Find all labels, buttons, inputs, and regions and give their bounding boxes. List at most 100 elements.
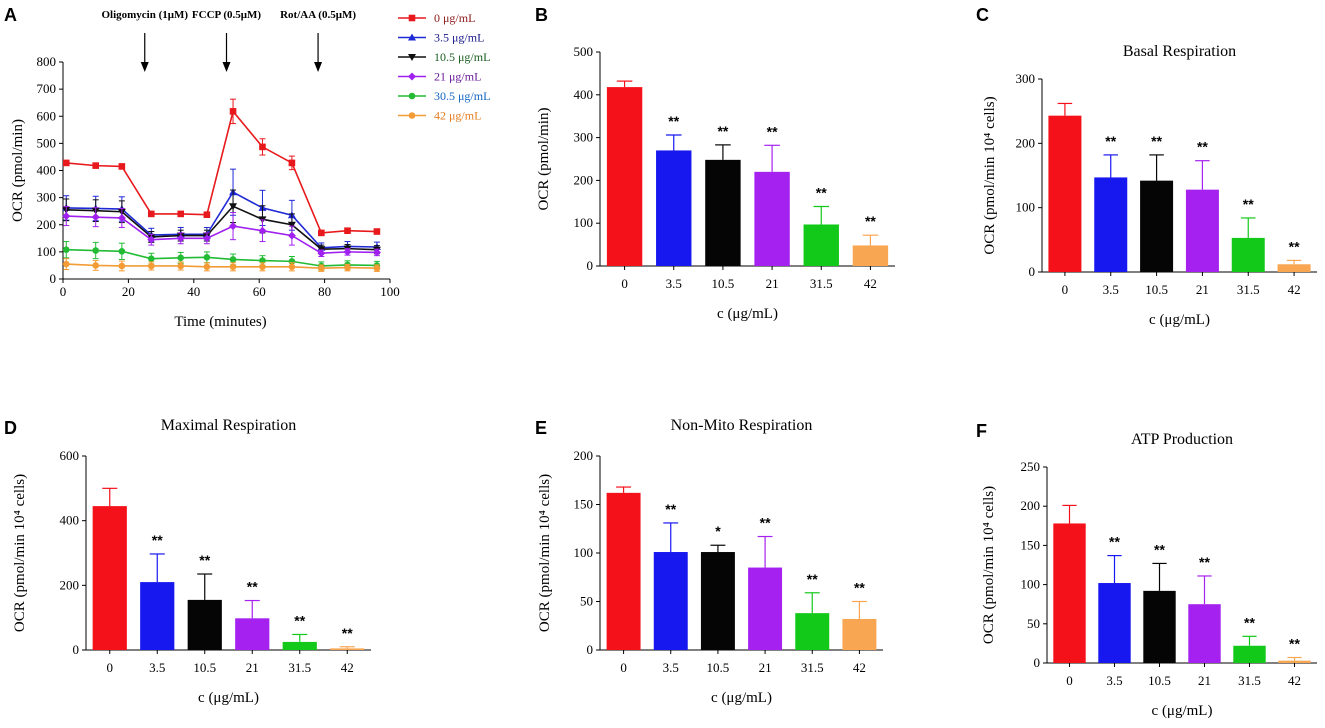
bar: [705, 159, 741, 266]
significance-label: **: [767, 123, 778, 139]
panel-letter: D: [4, 418, 17, 438]
x-tick-label: 21: [1196, 282, 1209, 297]
legend-marker: [408, 54, 416, 61]
data-point: [318, 264, 325, 272]
data-point: [259, 257, 266, 264]
x-axis-title: c (μg/mL): [198, 690, 259, 706]
x-tick-label: 10.5: [712, 276, 735, 291]
chart-title: ATP Production: [1131, 431, 1233, 448]
panel-letter: A: [4, 5, 17, 25]
bar: [653, 552, 688, 650]
y-tick-label: 200: [1021, 498, 1041, 513]
series-line: [66, 109, 377, 234]
x-tick-label: 0: [1066, 673, 1073, 688]
data-point: [373, 228, 381, 235]
panel-c: C Basal Respiration 0 100 200 300 0 3.5 ** 10.5 **…: [976, 5, 1317, 328]
chart-title: Maximal Respiration: [161, 417, 297, 434]
y-tick-label: 0: [587, 642, 594, 657]
y-tick-label: 150: [574, 497, 594, 512]
data-point: [177, 254, 185, 262]
y-axis-title: OCR (pmol/min 10⁴ cells): [981, 486, 997, 644]
y-tick-label: 400: [574, 87, 594, 102]
significance-label: **: [807, 571, 818, 587]
bar: [1188, 604, 1221, 663]
x-tick-label: 21: [1198, 673, 1211, 688]
significance-label: **: [1154, 541, 1165, 557]
legend-entry: 10.5 μg/mL: [434, 50, 490, 64]
data-point: [177, 210, 185, 218]
bar: [1278, 660, 1311, 663]
y-tick-label: 50: [1027, 616, 1040, 631]
series-line: [66, 205, 377, 251]
x-tick-label: 0: [60, 284, 67, 299]
significance-label: **: [1243, 196, 1254, 212]
y-tick-label: 300: [1016, 71, 1036, 86]
x-tick-label: 0: [620, 660, 627, 675]
y-tick-label: 500: [574, 44, 594, 59]
bar: [1185, 189, 1219, 272]
significance-label: **: [1199, 554, 1210, 570]
bar: [795, 613, 830, 650]
x-tick-label: 31.5: [810, 276, 833, 291]
y-tick-label: 250: [1021, 459, 1041, 474]
bar: [140, 582, 175, 650]
series-line: [66, 215, 377, 255]
y-tick-label: 100: [574, 545, 594, 560]
y-tick-label: 100: [37, 244, 57, 259]
data-point: [147, 210, 155, 218]
bar: [1053, 523, 1086, 663]
data-point: [147, 262, 155, 270]
arrow-down-icon: [140, 62, 149, 72]
chart-title: Basal Respiration: [1123, 43, 1236, 60]
x-axis-title: c (μg/mL): [1152, 703, 1213, 719]
legend-entry: 30.5 μg/mL: [434, 89, 490, 103]
significance-label: **: [1109, 534, 1120, 550]
bar: [1231, 237, 1265, 272]
significance-label: **: [152, 532, 163, 548]
data-point: [62, 212, 71, 221]
significance-label: **: [1289, 238, 1300, 254]
data-point: [288, 159, 296, 167]
y-axis-title: OCR (pmol/min): [536, 108, 552, 211]
y-tick-label: 200: [1016, 135, 1036, 150]
panel-letter: B: [535, 5, 548, 25]
bar: [1140, 180, 1174, 272]
significance-label: **: [199, 552, 210, 568]
data-point: [203, 211, 211, 219]
y-tick-label: 300: [37, 190, 57, 205]
chart-title: Non-Mito Respiration: [671, 417, 813, 434]
y-axis-title: OCR (pmol/min 10⁴ cells): [982, 96, 998, 254]
data-point: [317, 249, 326, 258]
bar: [1143, 590, 1176, 663]
data-point: [118, 248, 126, 255]
x-tick-label: 3.5: [149, 660, 165, 675]
significance-label: **: [294, 612, 305, 628]
y-tick-label: 0: [587, 258, 594, 273]
y-tick-label: 600: [37, 108, 57, 123]
bar: [1048, 115, 1082, 272]
data-point: [91, 213, 100, 222]
bar: [606, 492, 641, 650]
y-tick-label: 600: [60, 448, 80, 463]
data-point: [177, 262, 185, 270]
x-axis-title: c (μg/mL): [717, 306, 778, 322]
bar: [1233, 645, 1266, 663]
data-point: [229, 263, 237, 271]
bar: [235, 618, 270, 650]
bar: [803, 224, 839, 266]
x-tick-label: 3.5: [663, 660, 679, 675]
x-tick-label: 10.5: [1145, 282, 1168, 297]
treatment-label: FCCP (0.5μM): [192, 9, 262, 21]
significance-label: **: [247, 579, 258, 595]
y-tick-label: 50: [580, 594, 593, 609]
data-point: [372, 248, 381, 257]
data-point: [259, 143, 266, 151]
treatment-label: Rot/AA (0.5μM): [280, 9, 356, 21]
data-point: [147, 255, 155, 262]
panel-letter: F: [976, 421, 987, 441]
y-tick-label: 400: [37, 163, 57, 178]
y-axis-title: OCR (pmol/min 10⁴ cells): [537, 474, 553, 632]
data-point: [287, 231, 296, 240]
y-tick-label: 800: [37, 54, 57, 69]
y-tick-label: 0: [1034, 655, 1041, 670]
